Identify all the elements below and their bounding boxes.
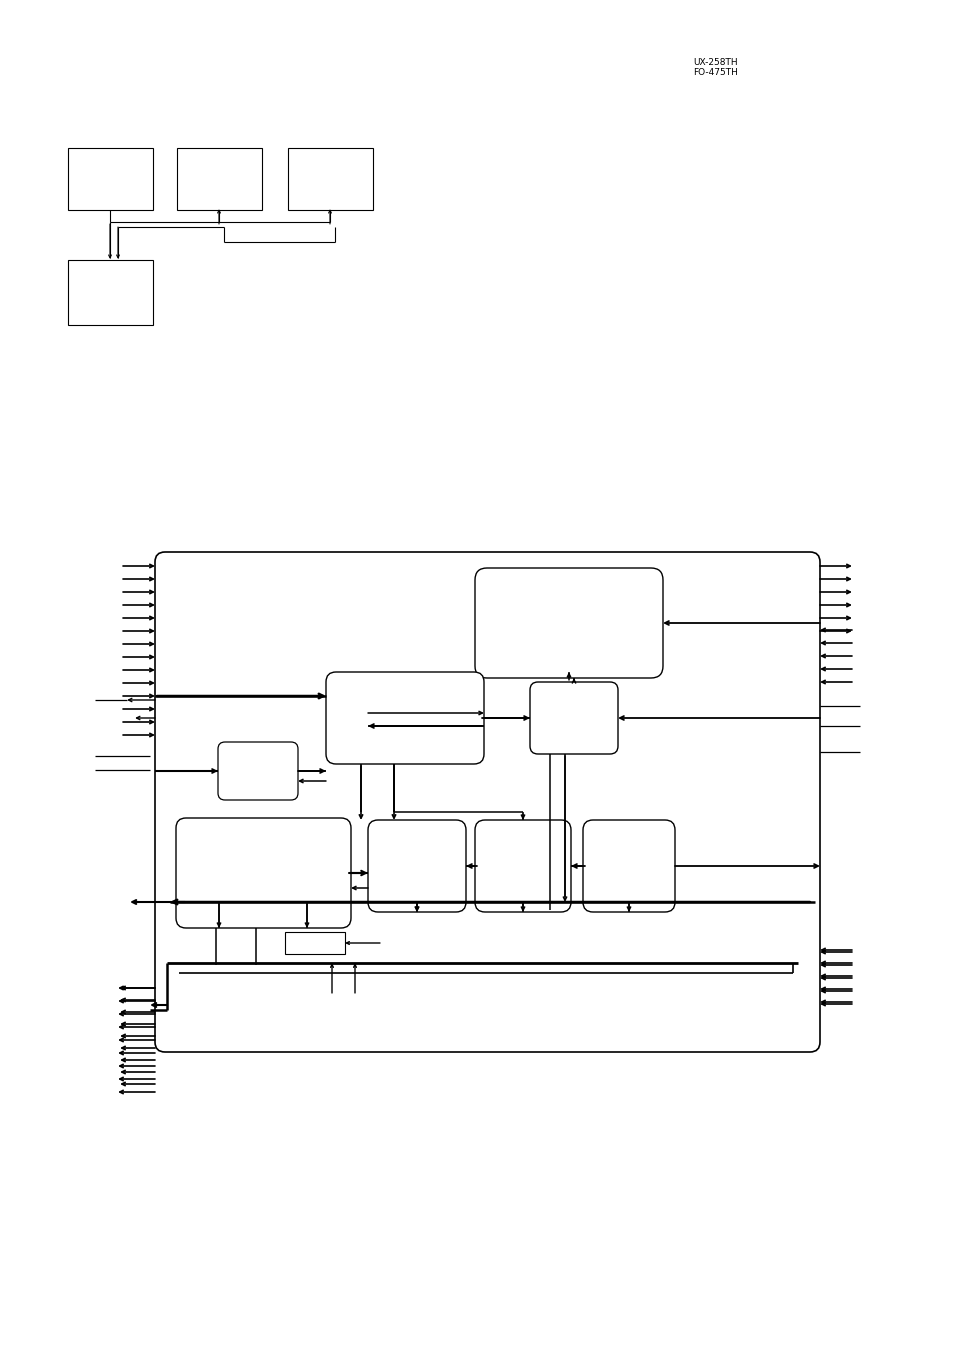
Bar (68, 259, 152, 326)
Bar (285, 932, 345, 954)
Text: UX-258TH
FO-475TH: UX-258TH FO-475TH (692, 58, 737, 77)
FancyBboxPatch shape (530, 682, 618, 754)
FancyBboxPatch shape (368, 820, 465, 912)
FancyBboxPatch shape (154, 553, 820, 1052)
FancyBboxPatch shape (475, 820, 571, 912)
Bar (288, 149, 373, 209)
Bar (177, 149, 262, 209)
FancyBboxPatch shape (218, 742, 297, 800)
FancyBboxPatch shape (582, 820, 675, 912)
FancyBboxPatch shape (475, 567, 662, 678)
Bar (68, 149, 152, 209)
FancyBboxPatch shape (175, 817, 351, 928)
FancyBboxPatch shape (326, 671, 483, 765)
